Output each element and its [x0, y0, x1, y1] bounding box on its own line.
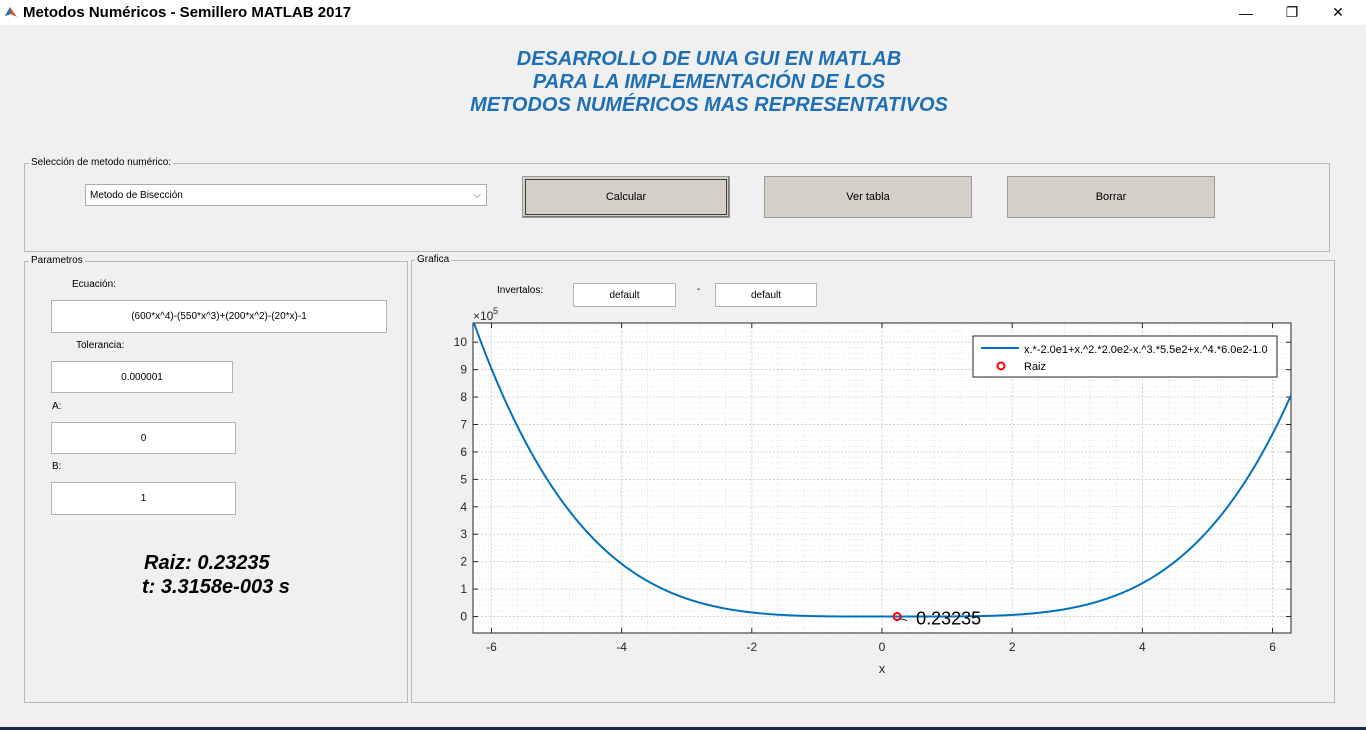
function-curve — [473, 323, 1291, 618]
time-result: t: 3.3158e-003 s — [142, 576, 290, 598]
x-tick-label: -6 — [486, 640, 497, 654]
tolerancia-label: Tolerancia: — [76, 340, 125, 351]
heading-line-2: PARA LA IMPLEMENTACIÓN DE LOS — [532, 71, 886, 93]
maximize-button[interactable]: ❐ — [1285, 4, 1299, 20]
window-title: Metodos Numéricos - Semillero MATLAB 201… — [23, 4, 352, 21]
y-tick-label: 6 — [460, 445, 467, 459]
minimize-button[interactable]: — — [1239, 4, 1253, 21]
a-input[interactable]: 0 — [51, 422, 236, 454]
root-marker — [892, 612, 902, 622]
close-button[interactable]: ✕ — [1332, 4, 1344, 20]
b-label: B: — [52, 461, 62, 472]
page-heading: DESARROLLO DE UNA GUI EN MATLAB PARA LA … — [0, 48, 1366, 117]
y-tick-label: 5 — [460, 472, 467, 486]
method-select[interactable]: Metodo de Bisección ⌵ — [85, 184, 487, 206]
y-tick-label: 3 — [460, 527, 467, 541]
params-panel-legend: Parametros — [29, 255, 85, 266]
plot-frame — [472, 322, 1292, 634]
raiz-result: Raiz: 0.23235 — [144, 552, 270, 574]
legend-marker-swatch — [996, 361, 1006, 371]
grafica-panel-legend: Grafica — [415, 254, 452, 265]
y-tick-label: 7 — [460, 418, 467, 432]
params-panel — [24, 261, 408, 703]
x-tick-label: 6 — [1269, 640, 1276, 654]
ecuacion-input[interactable]: (600*x^4)-(550*x^3)+(200*x^2)-(20*x)-1 — [51, 300, 387, 333]
x-tick-label: 4 — [1139, 640, 1146, 654]
y-tick-label: 9 — [460, 363, 467, 377]
root-annotation: 0.23235 — [916, 609, 981, 629]
ver-tabla-button[interactable]: Ver tabla — [764, 176, 972, 218]
y-tick-label: 1 — [460, 582, 467, 596]
calcular-button[interactable]: Calcular — [522, 176, 730, 218]
heading-line-3: METODOS NUMÉRICOS MAS REPRESENTATIVOS — [470, 94, 948, 116]
interval-dash: - — [697, 284, 701, 295]
window-titlebar: Metodos Numéricos - Semillero MATLAB 201… — [0, 0, 1366, 25]
tolerancia-input[interactable]: 0.000001 — [51, 361, 233, 393]
x-tick-label: 2 — [1009, 640, 1016, 654]
chevron-down-icon[interactable]: ⌵ — [473, 189, 481, 201]
y-tick-label: 0 — [460, 610, 467, 624]
taskbar-edge — [0, 727, 1366, 730]
y-tick-label: 4 — [460, 500, 467, 514]
x-tick-label: 0 — [879, 640, 886, 654]
method-panel-legend: Selección de metodo numérico: — [29, 157, 174, 168]
root-annotation-pointer — [899, 618, 908, 622]
method-select-value: Metodo de Bisección — [90, 190, 183, 201]
borrar-button[interactable]: Borrar — [1007, 176, 1215, 218]
legend-series-label: x.*-2.0e1+x.^2.*2.0e2-x.^3.*5.5e2+x.^4.*… — [1024, 344, 1268, 356]
interval-from-input[interactable]: default — [573, 283, 676, 307]
y-exponent-power: 5 — [493, 306, 498, 316]
method-panel — [24, 163, 1330, 252]
y-exponent-label: ×10 — [473, 309, 494, 323]
interval-to-input[interactable]: default — [715, 283, 817, 307]
legend-raiz-label: Raiz — [1024, 361, 1046, 373]
grafica-panel — [411, 260, 1335, 703]
legend-box — [972, 335, 1278, 378]
x-tick-label: -4 — [616, 640, 627, 654]
intervalos-label: Invertalos: — [497, 285, 544, 296]
x-axis-label: x — [879, 661, 886, 676]
matlab-logo-icon — [5, 7, 17, 17]
y-tick-label: 10 — [454, 335, 468, 349]
y-tick-label: 2 — [460, 555, 467, 569]
ecuacion-label: Ecuación: — [72, 279, 116, 290]
y-tick-label: 8 — [460, 390, 467, 404]
x-tick-label: -2 — [746, 640, 757, 654]
heading-line-1: DESARROLLO DE UNA GUI EN MATLAB — [516, 48, 902, 70]
a-label: A: — [52, 401, 62, 412]
b-input[interactable]: 1 — [51, 482, 236, 515]
